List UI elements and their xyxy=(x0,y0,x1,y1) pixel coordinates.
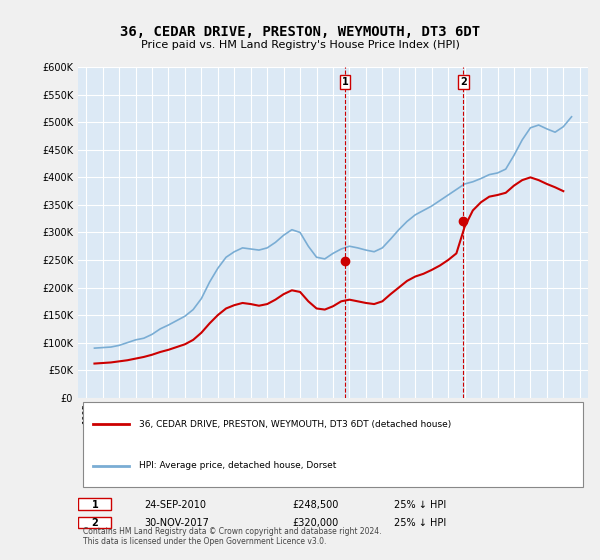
FancyBboxPatch shape xyxy=(78,498,111,510)
Text: 25% ↓ HPI: 25% ↓ HPI xyxy=(394,519,446,528)
Text: 1: 1 xyxy=(341,77,349,87)
Text: 2: 2 xyxy=(91,519,98,528)
Text: 36, CEDAR DRIVE, PRESTON, WEYMOUTH, DT3 6DT (detached house): 36, CEDAR DRIVE, PRESTON, WEYMOUTH, DT3 … xyxy=(139,419,451,428)
Text: 30-NOV-2017: 30-NOV-2017 xyxy=(145,519,209,528)
Text: Price paid vs. HM Land Registry's House Price Index (HPI): Price paid vs. HM Land Registry's House … xyxy=(140,40,460,50)
FancyBboxPatch shape xyxy=(83,403,583,487)
Text: £248,500: £248,500 xyxy=(292,500,338,510)
Text: 36, CEDAR DRIVE, PRESTON, WEYMOUTH, DT3 6DT: 36, CEDAR DRIVE, PRESTON, WEYMOUTH, DT3 … xyxy=(120,25,480,39)
Text: 25% ↓ HPI: 25% ↓ HPI xyxy=(394,500,446,510)
Text: HPI: Average price, detached house, Dorset: HPI: Average price, detached house, Dors… xyxy=(139,461,337,470)
Text: £320,000: £320,000 xyxy=(292,519,338,528)
FancyBboxPatch shape xyxy=(78,517,111,529)
Text: 24-SEP-2010: 24-SEP-2010 xyxy=(145,500,206,510)
Text: Contains HM Land Registry data © Crown copyright and database right 2024.
This d: Contains HM Land Registry data © Crown c… xyxy=(83,526,382,546)
Text: 1: 1 xyxy=(91,500,98,510)
Text: 2: 2 xyxy=(460,77,467,87)
